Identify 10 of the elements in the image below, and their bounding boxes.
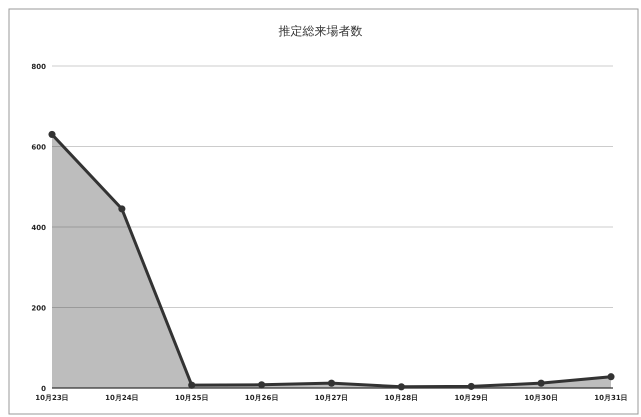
point bbox=[188, 382, 196, 389]
point bbox=[398, 383, 405, 390]
point bbox=[607, 373, 615, 380]
point bbox=[468, 382, 475, 390]
chart-title: 推定総来場者数 bbox=[278, 24, 362, 38]
point bbox=[328, 380, 336, 387]
point bbox=[48, 130, 56, 138]
point bbox=[538, 380, 545, 387]
point bbox=[118, 205, 126, 212]
point bbox=[258, 381, 266, 388]
